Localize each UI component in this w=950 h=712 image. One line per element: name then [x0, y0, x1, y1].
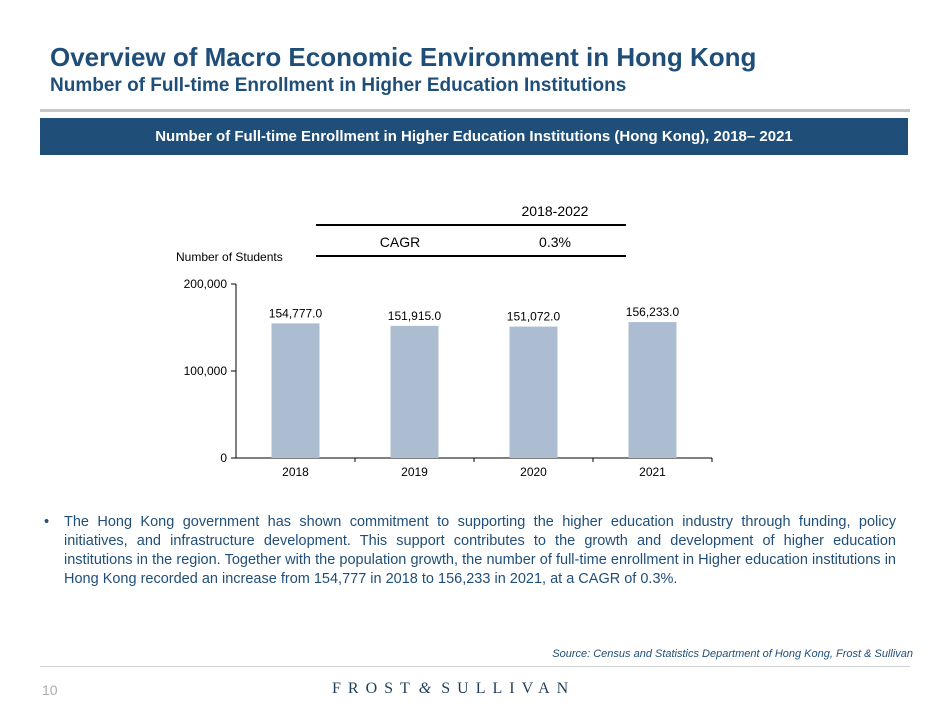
logo-sullivan: SULLIVAN [441, 680, 576, 697]
source-note: Source: Census and Statistics Department… [552, 648, 913, 660]
page-subtitle: Number of Full-time Enrollment in Higher… [50, 75, 627, 96]
data-label: 154,777.0 [269, 306, 323, 320]
x-tick-label: 2019 [401, 465, 428, 479]
bar [390, 325, 439, 458]
cagr-label: CAGR [379, 234, 421, 250]
bullet-marker: • [44, 514, 50, 530]
footer-divider [40, 666, 910, 667]
data-label: 151,915.0 [388, 309, 442, 323]
cagr-bottom-line [316, 255, 626, 257]
page-number: 10 [42, 682, 58, 698]
logo-ampersand: & [418, 680, 432, 697]
x-tick-label: 2021 [639, 465, 666, 479]
bullet-text: The Hong Kong government has shown commi… [64, 514, 896, 587]
bar [628, 322, 677, 458]
y-axis-title: Number of Students [176, 250, 283, 264]
cagr-top-line [316, 224, 626, 226]
data-label: 156,233.0 [626, 305, 680, 319]
logo-frost: FROST [332, 680, 417, 697]
header-divider [40, 109, 910, 112]
y-tick-label: 200,000 [184, 277, 228, 291]
bar [271, 323, 320, 458]
data-label: 151,072.0 [507, 310, 561, 324]
cagr-value: 0.3% [539, 234, 571, 250]
bar [509, 326, 558, 458]
cagr-range: 2018-2022 [521, 203, 589, 219]
chart-banner-text: Number of Full-time Enrollment in Higher… [155, 128, 793, 145]
x-tick-label: 2018 [282, 465, 309, 479]
y-tick-label: 0 [220, 451, 227, 465]
bar-chart: 0 100,000 200,000 154,777.0 2018 151,915.0 201… [184, 277, 713, 479]
x-tick-label: 2020 [520, 465, 547, 479]
bullet-point: • The Hong Kong government has shown com… [44, 513, 896, 589]
chart-banner: Number of Full-time Enrollment in Higher… [40, 118, 908, 155]
y-tick-label: 100,000 [184, 364, 228, 378]
frost-sullivan-logo: FROST & SULLIVAN [332, 680, 575, 698]
page-title: Overview of Macro Economic Environment i… [50, 42, 757, 72]
